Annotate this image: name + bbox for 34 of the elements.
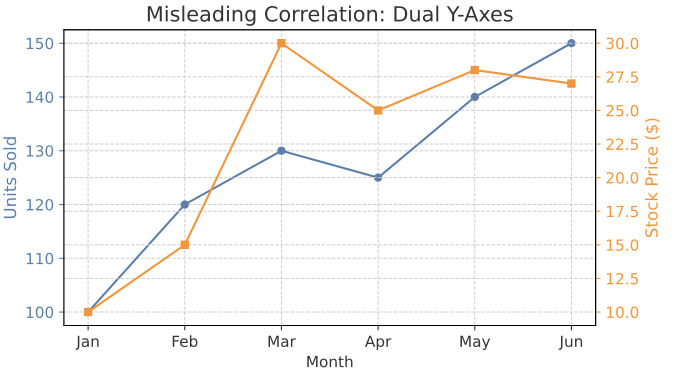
y2-tick-label: 30.0 (606, 38, 638, 50)
point (470, 66, 479, 74)
y2-tick-label: 25.0 (606, 104, 638, 116)
y2-tick-label: 22.5 (606, 138, 638, 150)
chart-title: Misleading Correlation: Dual Y-Axes (148, 6, 513, 26)
y2-tick-label: 12.5 (607, 272, 638, 284)
y-tick-label: 110 (26, 252, 54, 264)
y2-tick-label: 15.0 (607, 239, 638, 251)
x-tick-label: May (460, 336, 490, 350)
point (470, 92, 479, 102)
x-tick-label: Jan (76, 336, 99, 350)
x-tick-label: Mar (268, 336, 296, 348)
y-axis-title: Units Sold (3, 137, 16, 218)
y2-axis-title: Stock Price ($) (644, 118, 660, 238)
y2-tick-label: 17.5 (607, 206, 638, 218)
point (567, 39, 576, 48)
y-tick-label: 140 (26, 91, 54, 103)
y-tick-label: 100 (26, 306, 54, 318)
x-axis-title: Month (307, 356, 352, 368)
y2-tick-label: 20.0 (606, 172, 638, 184)
y-tick-label: 130 (26, 145, 54, 157)
y2-tick-label: 27.5 (606, 71, 638, 83)
x-tick-label: Feb (172, 335, 198, 348)
point (180, 200, 189, 209)
y2-tick-label: 10.0 (607, 306, 638, 318)
x-tick-label: Apr (365, 336, 392, 350)
point (180, 240, 189, 250)
point (374, 106, 382, 115)
y-tick-label: 150 (26, 38, 54, 50)
point (567, 79, 576, 88)
point (277, 39, 286, 48)
y-tick-label: 120 (26, 198, 54, 211)
x-tick-label: Jun (558, 336, 582, 350)
point (277, 146, 286, 155)
